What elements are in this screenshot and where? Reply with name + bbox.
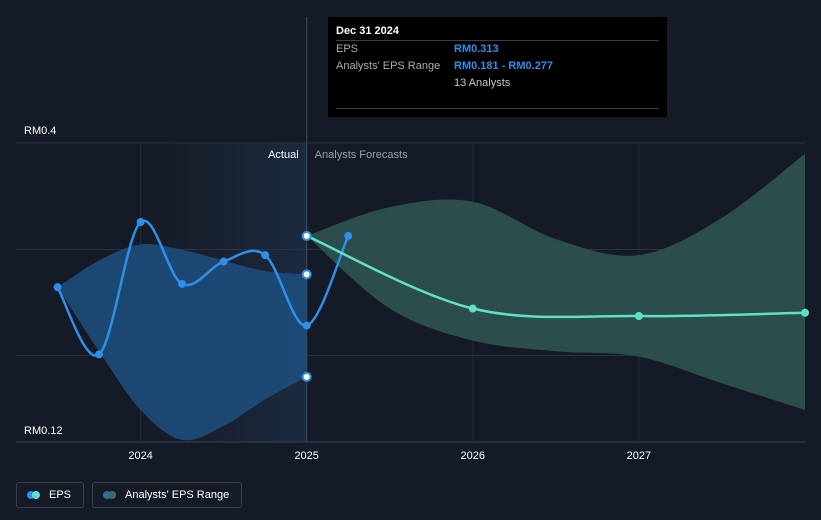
tooltip-separator <box>336 40 659 41</box>
legend-range-toggle[interactable]: Analysts' EPS Range <box>92 482 243 508</box>
tooltip-eps-label: EPS <box>336 43 359 55</box>
eps-point-actual-7 <box>344 231 353 240</box>
tooltip-eps-row: EPS RM0.313 <box>336 41 659 58</box>
tooltip-analysts-count: 13 Analysts <box>454 77 511 89</box>
tooltip-range-label: Analysts' EPS Range <box>336 60 441 72</box>
legend-eps-toggle[interactable]: EPS <box>16 482 85 508</box>
y-axis-bottom-label: RM0.12 <box>24 425 63 437</box>
eps-dots-icon <box>27 491 41 499</box>
tooltip-range-row: Analysts' EPS Range RM0.181 - RM0.277 <box>336 58 659 75</box>
x-tick-label-2026: 2026 <box>461 450 485 462</box>
x-tick-label-2027: 2027 <box>627 450 651 462</box>
tooltip-analysts-row: 13 Analysts <box>336 75 659 92</box>
eps-point-actual-5 <box>261 251 270 260</box>
eps-point-forecast-3 <box>801 308 809 317</box>
range-dots-icon <box>103 491 117 499</box>
x-tick-label-2024: 2024 <box>128 450 152 462</box>
eps-point-actual-2 <box>136 218 145 227</box>
legend-range-label: Analysts' EPS Range <box>125 489 230 501</box>
tooltip-bottom-separator <box>336 108 659 109</box>
eps-point-actual-6 <box>302 321 311 330</box>
eps-point-actual-1 <box>95 350 104 359</box>
legend-eps-label: EPS <box>49 489 72 501</box>
eps-highlight-point <box>301 230 312 241</box>
forecast-period-label: Analysts Forecasts <box>315 149 408 161</box>
y-axis-top-label: RM0.4 <box>24 125 56 137</box>
tooltip-date: Dec 31 2024 <box>336 25 399 37</box>
eps-point-actual-4 <box>219 257 228 266</box>
eps-point-actual-3 <box>178 279 187 288</box>
range-marker-0 <box>301 269 312 280</box>
actual-period-label: Actual <box>268 149 299 161</box>
x-tick-label-2025: 2025 <box>294 450 318 462</box>
range-marker-1 <box>301 371 312 382</box>
eps-point-forecast-1 <box>468 304 477 313</box>
eps-point-actual-0 <box>53 283 62 292</box>
forecast-range-band <box>306 153 805 410</box>
tooltip-range-value: RM0.181 - RM0.277 <box>454 60 554 72</box>
eps-line-forecast <box>306 234 806 319</box>
tooltip-eps-value: RM0.313 <box>454 43 499 55</box>
legend: EPS Analysts' EPS Range <box>16 482 243 508</box>
tooltip-analysts-spacer <box>336 75 454 92</box>
eps-point-forecast-2 <box>634 311 643 320</box>
tooltip: Dec 31 2024 EPS RM0.313 Analysts' EPS Ra… <box>328 17 667 117</box>
